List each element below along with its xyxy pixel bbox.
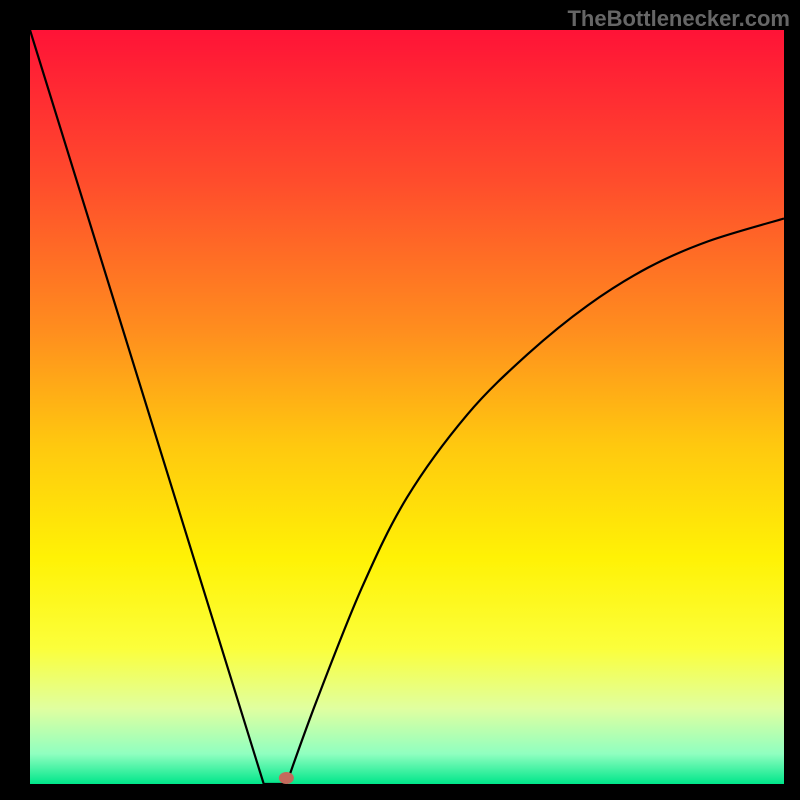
gradient-background (30, 30, 784, 784)
optimum-marker (279, 772, 294, 784)
watermark-text: TheBottlenecker.com (567, 6, 790, 32)
bottleneck-chart (30, 30, 784, 784)
canvas-root: TheBottlenecker.com (0, 0, 800, 800)
